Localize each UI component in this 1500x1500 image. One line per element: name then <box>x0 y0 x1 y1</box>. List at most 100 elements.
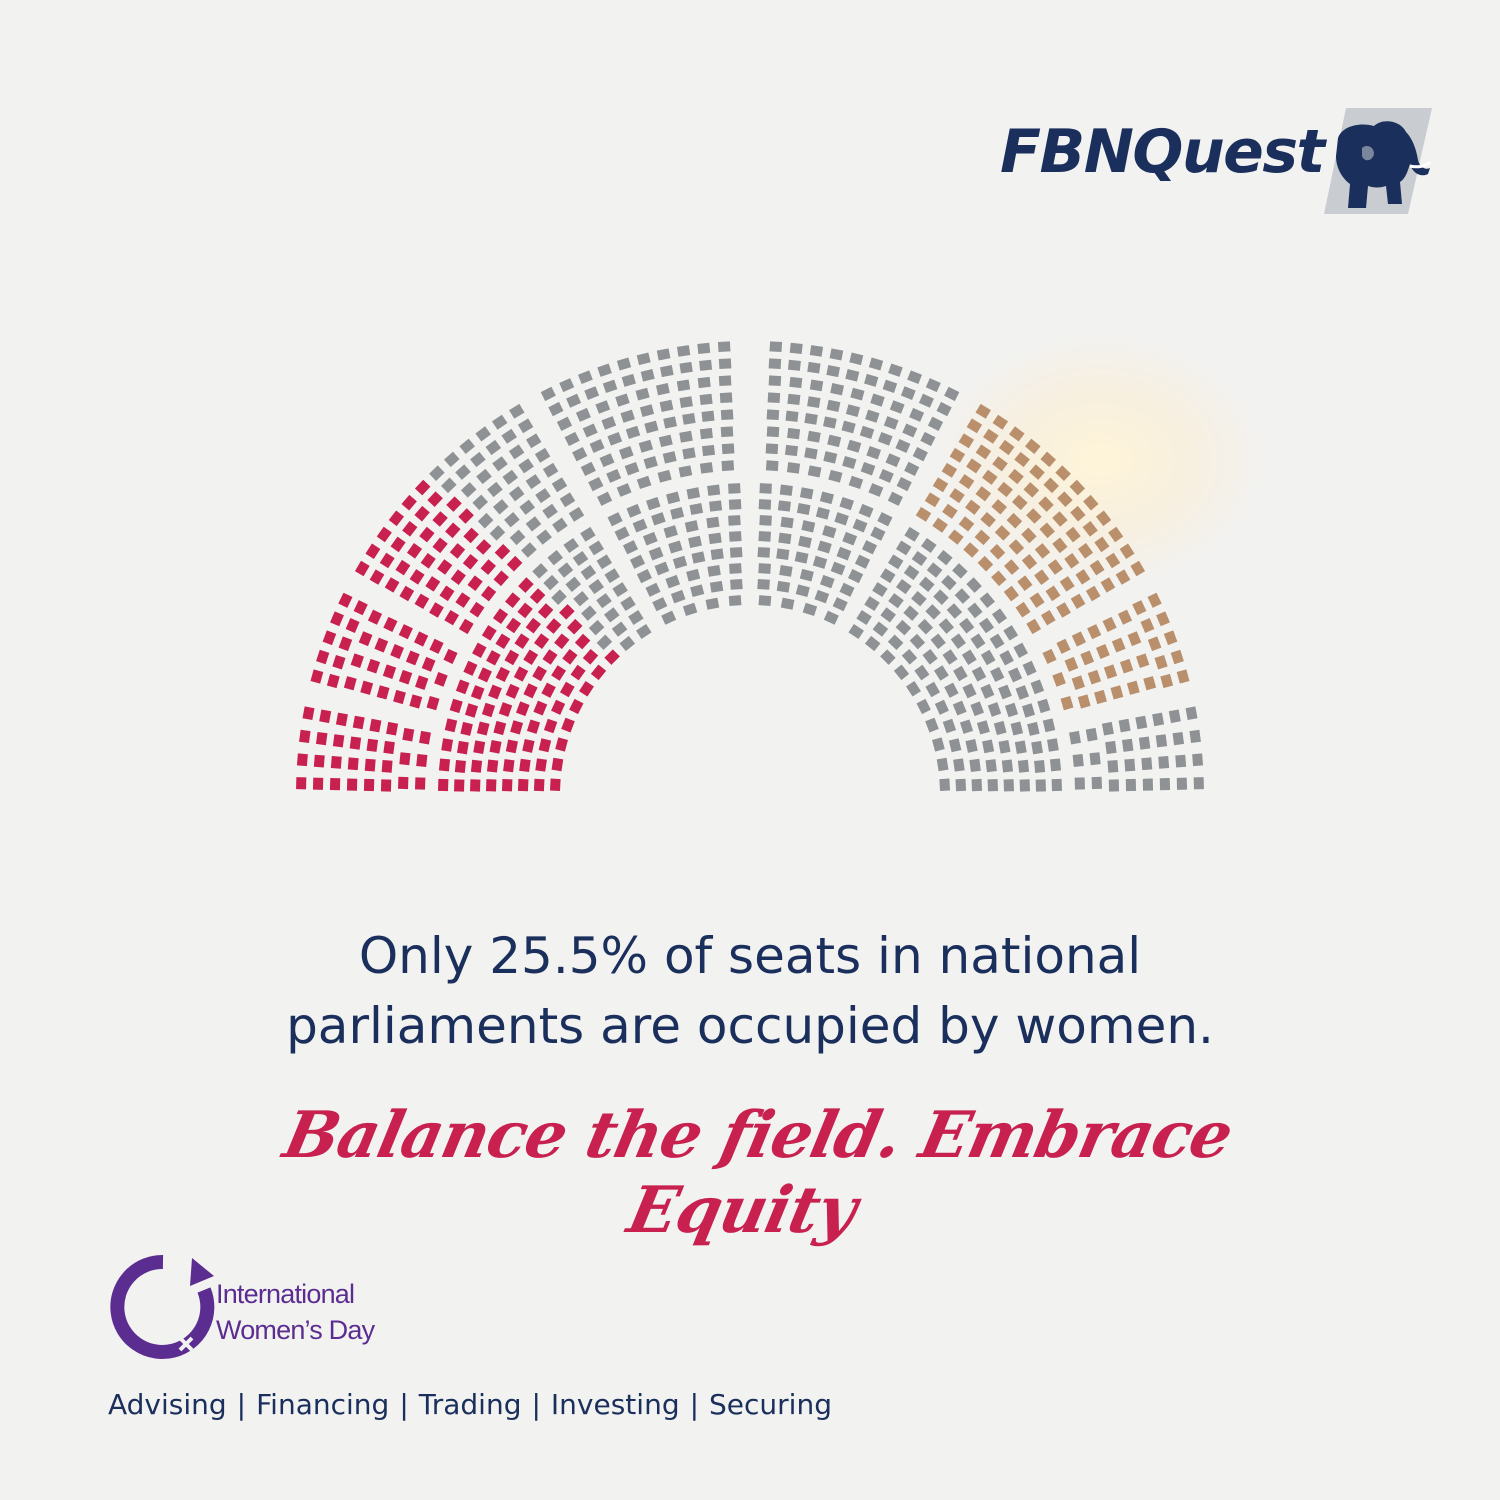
seat <box>769 341 783 353</box>
seat <box>697 342 711 354</box>
seat <box>987 702 1002 717</box>
seat <box>888 593 904 609</box>
seat <box>860 461 876 476</box>
seat-women <box>505 739 518 754</box>
seat <box>1159 777 1171 791</box>
service-securing: Securing <box>709 1388 832 1421</box>
seat <box>865 409 880 423</box>
seat <box>1102 616 1117 632</box>
seat <box>487 481 503 498</box>
seat <box>1142 778 1154 791</box>
seat <box>942 503 958 519</box>
seat <box>588 619 605 636</box>
seat <box>780 597 795 610</box>
seat-women <box>364 758 376 772</box>
seat <box>582 423 598 438</box>
seat-women <box>537 603 554 619</box>
slogan: Balance the field. Embrace Equity <box>277 1098 1239 1248</box>
seat <box>918 576 935 592</box>
seat <box>893 664 910 681</box>
seat <box>1130 560 1146 577</box>
seat-women <box>506 555 523 572</box>
seat-women <box>338 592 353 608</box>
seat-women <box>376 685 390 700</box>
seat <box>983 428 999 444</box>
seat <box>786 462 801 474</box>
seat <box>841 420 856 434</box>
seat <box>955 778 967 792</box>
seat-women <box>559 681 575 698</box>
seat <box>872 582 888 598</box>
seat <box>939 778 951 792</box>
seat <box>976 720 990 735</box>
seat-women <box>472 642 487 658</box>
seat <box>588 540 605 556</box>
seat-women <box>486 759 499 773</box>
venus-cycle-icon <box>110 1254 215 1359</box>
seat <box>1026 508 1042 524</box>
seat <box>998 439 1015 456</box>
seat <box>807 465 822 478</box>
seat <box>994 525 1011 541</box>
seat-women <box>310 669 324 684</box>
seat-women <box>467 575 483 592</box>
seat-women <box>319 709 332 724</box>
seat <box>648 546 664 561</box>
seat <box>1052 537 1068 554</box>
seat <box>1094 536 1110 553</box>
seat <box>584 386 600 400</box>
seat <box>658 434 673 448</box>
seat <box>975 444 992 460</box>
seat <box>767 392 781 404</box>
seat <box>728 499 742 510</box>
seat-women <box>329 777 341 791</box>
seat <box>822 525 837 539</box>
seat-women <box>330 611 344 627</box>
seat-women <box>386 721 399 736</box>
seat <box>807 396 821 408</box>
seat-women <box>476 721 490 736</box>
seat <box>636 568 652 584</box>
seat <box>690 584 705 598</box>
seat <box>686 568 701 582</box>
seat <box>1022 660 1037 676</box>
seat-women <box>402 727 415 742</box>
seat <box>577 370 593 385</box>
seat <box>757 547 771 558</box>
seat <box>802 602 818 617</box>
seat <box>1055 465 1071 481</box>
seat <box>1158 756 1170 769</box>
seat-women <box>523 683 538 699</box>
seat <box>779 565 793 577</box>
seat <box>920 431 936 447</box>
seat-women <box>398 669 413 685</box>
seat <box>564 431 580 447</box>
seat <box>819 574 835 589</box>
seat <box>1051 778 1062 792</box>
seat <box>559 492 576 508</box>
seat <box>604 568 620 584</box>
headline-line-2: parliaments are occupied by women. <box>286 997 1214 1055</box>
seat <box>896 579 912 595</box>
seat-women <box>493 570 509 587</box>
separator: | <box>531 1388 541 1421</box>
seat <box>607 512 623 527</box>
seat <box>1121 738 1134 752</box>
seat <box>626 503 642 518</box>
seat <box>1004 702 1019 718</box>
seat <box>636 475 652 490</box>
seat <box>1118 718 1131 733</box>
seat-women <box>399 585 415 602</box>
seat <box>858 503 874 518</box>
seat <box>856 610 872 625</box>
seat <box>896 476 912 492</box>
separator: | <box>236 1388 247 1421</box>
seat <box>581 605 597 621</box>
seat <box>870 526 886 541</box>
seat-women <box>296 777 307 790</box>
seat <box>1029 464 1045 480</box>
seat-women <box>330 756 342 769</box>
seat-women <box>561 717 575 733</box>
seat <box>1057 491 1073 507</box>
seat <box>912 447 928 462</box>
